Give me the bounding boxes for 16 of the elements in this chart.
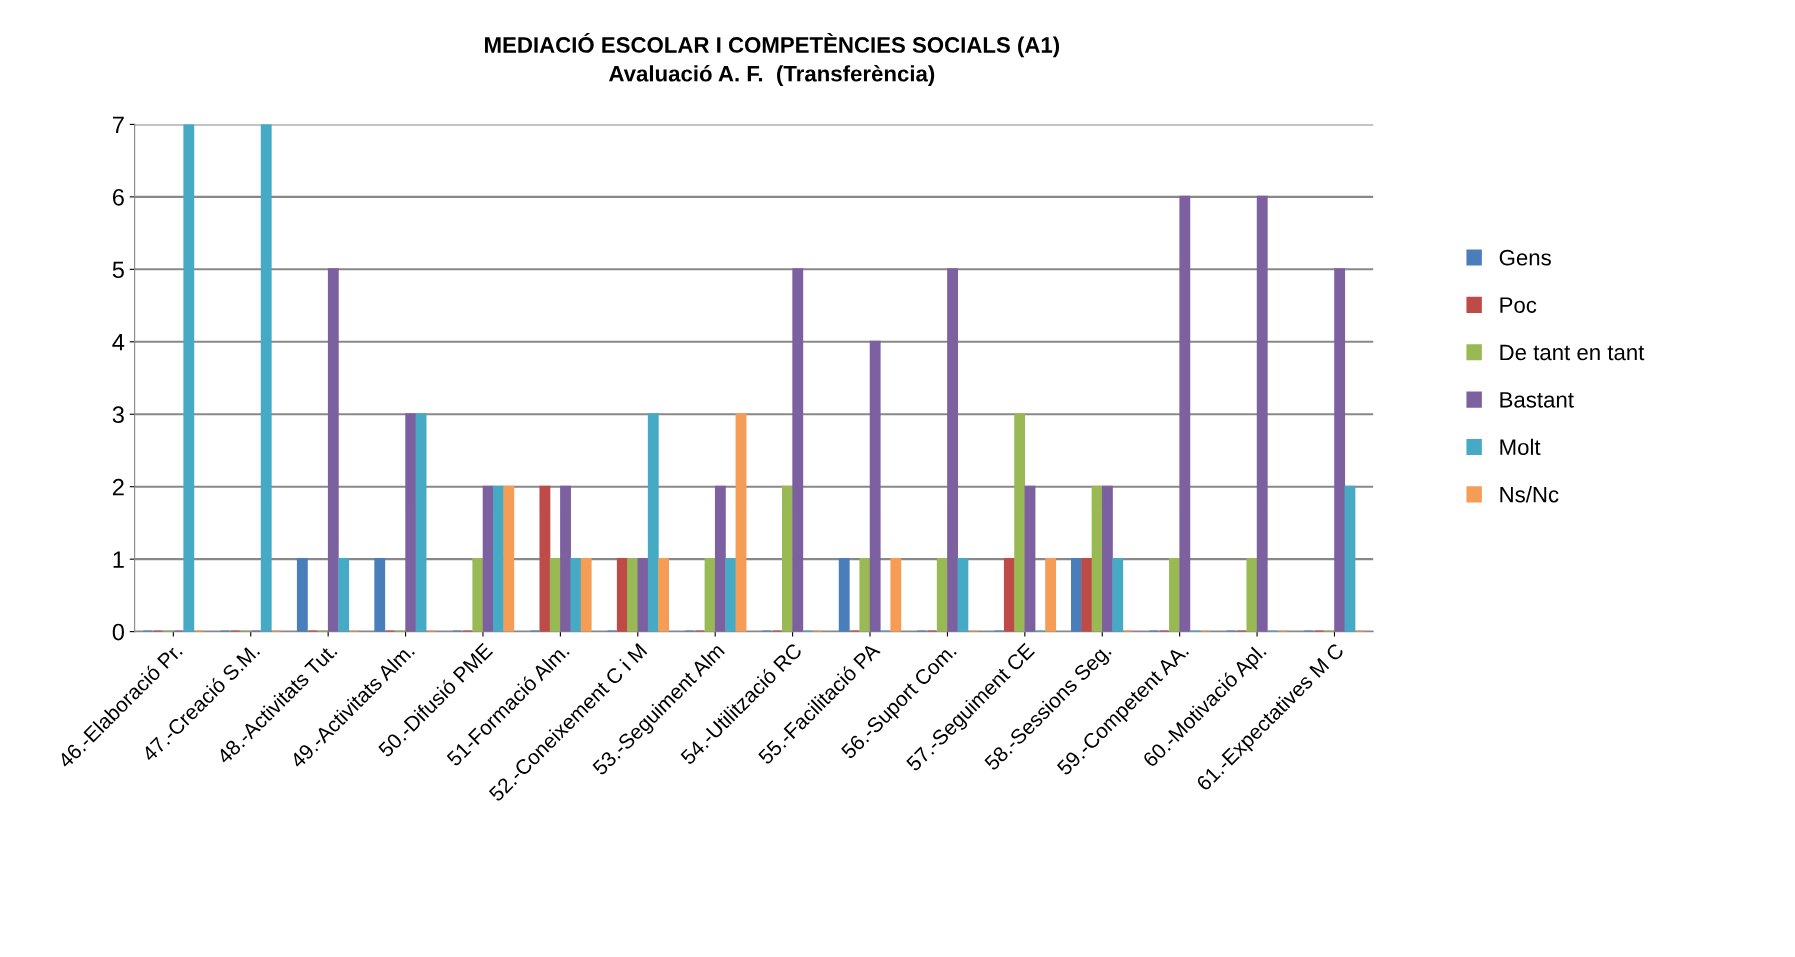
legend-label: Bastant bbox=[1500, 392, 1574, 408]
legend-label: Ns/Nc bbox=[1500, 486, 1559, 503]
chart-title: MEDIACIÓ ESCOLAR I COMPETÈNCIES SOCIALS (A1) bbox=[485, 32, 1060, 58]
y-tick-label: 1 bbox=[113, 551, 124, 568]
legend-label: Molt bbox=[1500, 438, 1541, 456]
y-tick-label: 2 bbox=[112, 478, 124, 496]
legend-label: Gens bbox=[1499, 249, 1551, 266]
y-tick-label: 4 bbox=[112, 334, 125, 351]
legend-label: De tant en tant bbox=[1500, 344, 1645, 361]
legend-label: Poc bbox=[1500, 297, 1537, 313]
y-tick-label: 6 bbox=[112, 188, 124, 206]
chart-subtitle: Avaluació A. F. (Transferència) bbox=[609, 65, 935, 86]
y-tick-label: 0 bbox=[112, 623, 124, 641]
y-tick-label: 3 bbox=[112, 406, 124, 424]
y-tick-label: 7 bbox=[112, 116, 124, 133]
y-tick-label: 5 bbox=[112, 261, 124, 279]
